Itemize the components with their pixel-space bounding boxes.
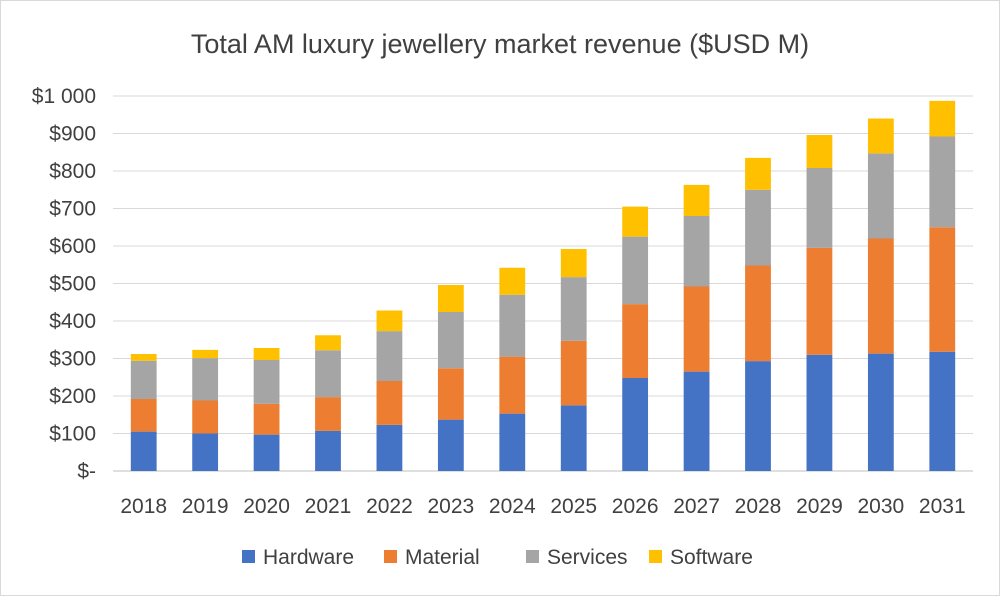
bar-material-2028 [745, 265, 771, 362]
bar-services-2018 [130, 360, 157, 399]
y-tick-label: $200 [49, 385, 96, 408]
bar-hardware-2022 [376, 424, 403, 471]
bars [130, 100, 956, 471]
bar-hardware-2028 [745, 361, 771, 471]
x-tick-label: 2019 [182, 495, 229, 518]
bar-services-2028 [745, 189, 771, 266]
x-tick-label: 2022 [366, 495, 413, 518]
bar-hardware-2030 [867, 353, 894, 471]
bar-hardware-2024 [499, 413, 526, 471]
bar-hardware-2031 [929, 351, 956, 471]
bar-software-2020 [253, 348, 280, 360]
chart-title: Total AM luxury jewellery market revenue… [191, 29, 809, 59]
bar-software-2030 [867, 118, 894, 154]
bar-material-2022 [376, 381, 403, 425]
bar-services-2030 [867, 153, 894, 239]
bar-software-2031 [929, 100, 956, 137]
bar-material-2021 [315, 397, 341, 431]
bar-software-2029 [806, 135, 833, 168]
bar-hardware-2026 [622, 378, 649, 471]
legend-label-hardware: Hardware [263, 546, 354, 569]
x-axis-ticks: 2018 2019 2020 2021 2022 2023 2024 2025 2026 2027… [120, 495, 965, 518]
bar-software-2023 [437, 285, 464, 312]
bar-hardware-2020 [253, 434, 280, 471]
bar-software-2026 [622, 206, 649, 237]
bar-software-2018 [130, 354, 157, 361]
x-tick-label: 2025 [550, 495, 597, 518]
y-tick-label: $700 [49, 198, 96, 221]
bar-material-2031 [929, 227, 956, 352]
bar-services-2022 [376, 331, 403, 381]
legend-swatch-software [649, 550, 662, 563]
bar-services-2020 [253, 360, 280, 404]
x-tick-label: 2028 [735, 495, 782, 518]
bar-software-2021 [315, 335, 341, 351]
bar-services-2019 [192, 358, 219, 401]
bar-software-2022 [376, 310, 403, 332]
bar-material-2030 [867, 238, 894, 354]
legend-swatch-services [526, 550, 539, 563]
bar-hardware-2019 [192, 433, 219, 471]
x-tick-label: 2031 [919, 495, 966, 518]
bar-services-2026 [622, 236, 649, 305]
bar-services-2031 [929, 136, 956, 228]
y-tick-label: $800 [49, 160, 96, 183]
bar-software-2028 [745, 157, 771, 190]
y-tick-label: $300 [49, 348, 96, 371]
legend: Hardware Material Services Software [242, 546, 753, 569]
bar-hardware-2027 [683, 371, 710, 471]
bar-material-2018 [130, 399, 157, 432]
x-tick-label: 2027 [673, 495, 720, 518]
y-tick-label: $400 [49, 310, 96, 333]
bar-material-2029 [806, 247, 833, 355]
y-tick-label: $100 [49, 423, 96, 446]
legend-label-services: Services [547, 546, 628, 569]
bar-services-2023 [437, 312, 464, 369]
y-tick-label: $900 [49, 123, 96, 146]
bar-services-2029 [806, 168, 833, 248]
bar-software-2027 [683, 184, 710, 216]
bar-material-2025 [560, 340, 587, 406]
bar-software-2019 [192, 349, 219, 359]
bar-material-2026 [622, 304, 649, 378]
legend-swatch-hardware [242, 550, 255, 563]
y-axis-ticks: $- $100 $200 $300 $400 $500 $600 $700 $800 $900 $1… [32, 85, 96, 483]
x-tick-label: 2029 [796, 495, 843, 518]
bar-material-2019 [192, 400, 219, 434]
y-tick-label: $600 [49, 235, 96, 258]
y-tick-label: $500 [49, 273, 96, 296]
bar-hardware-2018 [130, 431, 157, 471]
x-tick-label: 2024 [489, 495, 536, 518]
legend-label-software: Software [670, 546, 753, 569]
bar-services-2027 [683, 216, 710, 287]
bar-services-2024 [499, 294, 526, 357]
bar-hardware-2023 [437, 419, 464, 471]
x-tick-label: 2030 [857, 495, 904, 518]
x-tick-label: 2020 [243, 495, 290, 518]
y-tick-label: $- [77, 460, 96, 483]
x-tick-label: 2021 [305, 495, 352, 518]
bar-material-2023 [437, 368, 464, 420]
bar-services-2021 [315, 350, 341, 398]
x-tick-label: 2018 [120, 495, 167, 518]
bar-material-2027 [683, 286, 710, 372]
bar-hardware-2025 [560, 405, 587, 471]
x-tick-label: 2026 [612, 495, 659, 518]
bar-material-2020 [253, 403, 280, 435]
bar-hardware-2029 [806, 354, 833, 471]
legend-label-material: Material [405, 546, 480, 569]
bar-software-2024 [499, 267, 526, 295]
bar-hardware-2021 [315, 430, 341, 471]
bar-services-2025 [560, 277, 587, 341]
y-tick-label: $1 000 [32, 85, 96, 108]
grid-lines [113, 95, 973, 472]
x-tick-label: 2023 [427, 495, 474, 518]
legend-swatch-material [384, 550, 397, 563]
bar-material-2024 [499, 356, 526, 414]
bar-software-2025 [560, 249, 587, 278]
